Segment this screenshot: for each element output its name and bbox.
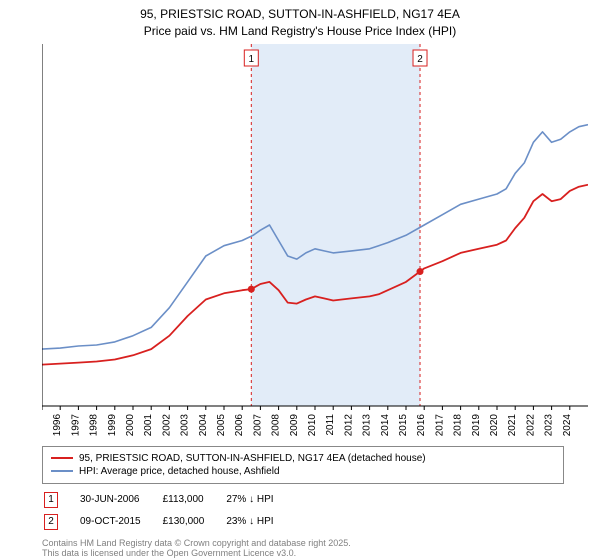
svg-text:2024: 2024 [562,413,573,436]
svg-text:2011: 2011 [325,413,336,435]
svg-text:1997: 1997 [70,413,81,436]
sale-vs-hpi: 27% ↓ HPI [226,490,293,510]
legend-swatch [51,470,73,472]
svg-text:2017: 2017 [434,413,445,436]
sale-vs-hpi: 23% ↓ HPI [226,512,293,532]
svg-text:2004: 2004 [198,413,209,436]
svg-text:2001: 2001 [143,413,154,436]
sale-date: 09-OCT-2015 [80,512,161,532]
svg-text:2006: 2006 [234,413,245,436]
svg-text:2010: 2010 [307,413,318,436]
svg-text:1995: 1995 [42,413,45,436]
svg-text:2005: 2005 [216,413,227,436]
legend-label: HPI: Average price, detached house, Ashf… [79,466,280,477]
svg-text:2003: 2003 [180,413,191,436]
svg-text:2007: 2007 [252,413,263,436]
svg-text:1996: 1996 [52,413,63,436]
sale-row: 1 30-JUN-2006£113,00027% ↓ HPI [44,490,294,510]
svg-text:2014: 2014 [380,413,391,436]
svg-text:2008: 2008 [271,413,282,436]
legend-swatch [51,457,73,459]
sales-table: 1 30-JUN-2006£113,00027% ↓ HPI 2 09-OCT-201… [42,488,296,534]
sale-marker-box: 1 [44,492,58,508]
svg-text:1999: 1999 [107,413,118,436]
sale-row: 2 09-OCT-2015£130,00023% ↓ HPI [44,512,294,532]
svg-text:2000: 2000 [125,413,136,436]
svg-text:2022: 2022 [525,413,536,436]
footnote: Contains HM Land Registry data © Crown c… [42,538,600,558]
title-line1: 95, PRIESTSIC ROAD, SUTTON-IN-ASHFIELD, … [140,7,460,21]
svg-text:2: 2 [417,54,423,65]
line-chart: £0£50K£100K£150K£200K£250K£300K£350K1995… [42,40,588,440]
legend-row: 95, PRIESTSIC ROAD, SUTTON-IN-ASHFIELD, … [51,453,555,464]
footnote-l1: Contains HM Land Registry data © Crown c… [42,538,351,548]
svg-text:2009: 2009 [289,413,300,436]
svg-text:2013: 2013 [362,413,373,436]
sale-price: £130,000 [163,512,225,532]
legend-label: 95, PRIESTSIC ROAD, SUTTON-IN-ASHFIELD, … [79,453,426,464]
svg-text:2015: 2015 [398,413,409,436]
chart-title: 95, PRIESTSIC ROAD, SUTTON-IN-ASHFIELD, … [0,0,600,40]
sale-marker-box: 2 [44,514,58,530]
svg-text:2019: 2019 [471,413,482,436]
legend: 95, PRIESTSIC ROAD, SUTTON-IN-ASHFIELD, … [42,446,564,484]
svg-text:2023: 2023 [544,413,555,436]
title-line2: Price paid vs. HM Land Registry's House … [144,24,456,38]
chart-area: £0£50K£100K£150K£200K£250K£300K£350K1995… [42,40,588,440]
footnote-l2: This data is licensed under the Open Gov… [42,548,296,558]
sale-date: 30-JUN-2006 [80,490,161,510]
svg-text:2002: 2002 [161,413,172,436]
svg-text:2018: 2018 [453,413,464,436]
svg-text:1998: 1998 [89,413,100,436]
svg-text:2020: 2020 [489,413,500,436]
svg-text:2016: 2016 [416,413,427,436]
svg-text:2021: 2021 [507,413,518,436]
sale-price: £113,000 [163,490,225,510]
svg-text:1: 1 [249,54,255,65]
svg-text:2012: 2012 [343,413,354,436]
legend-row: HPI: Average price, detached house, Ashf… [51,466,555,477]
